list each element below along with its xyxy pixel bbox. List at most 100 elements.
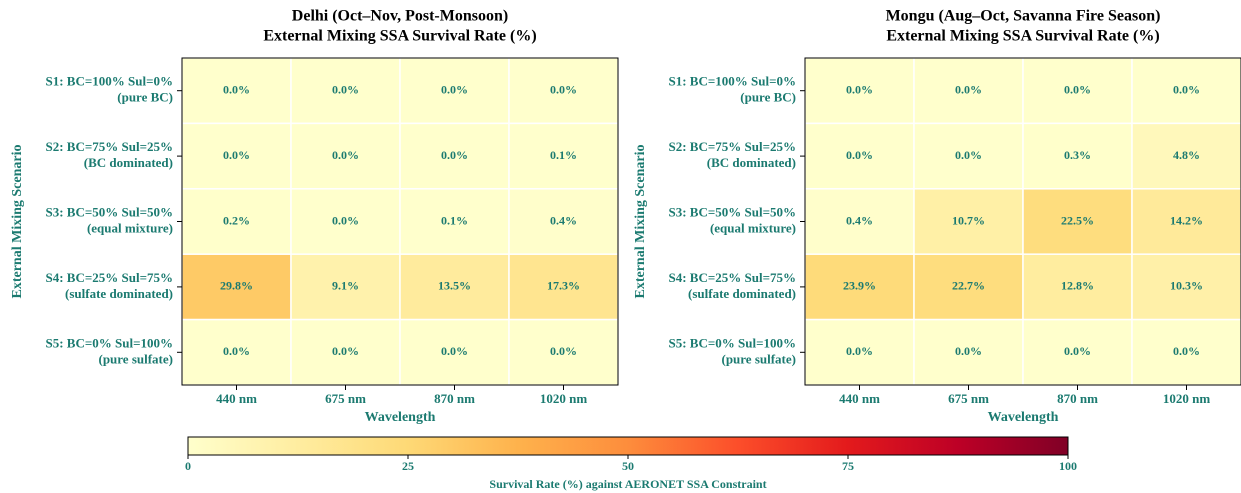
colorbar-tick-label: 50	[622, 459, 634, 473]
y-tick-label: (equal mixture)	[710, 220, 796, 235]
heatmap-cell	[1022, 122, 1133, 190]
y-tick-label: (sulfate dominated)	[688, 286, 796, 301]
colorbar-tick-label: 75	[842, 459, 854, 473]
cell-label: 10.7%	[952, 213, 985, 227]
heatmap-cell	[804, 188, 915, 255]
y-axis-label: External Mixing Scenario	[10, 145, 25, 299]
cell-label: 0.0%	[223, 148, 250, 162]
heatmap-cell	[913, 253, 1024, 321]
heatmap-cell	[804, 253, 915, 321]
x-axis-label: Wavelength	[365, 410, 436, 425]
y-tick-label: S5: BC=0% Sul=100%	[45, 335, 173, 350]
heatmap-cell	[508, 253, 619, 321]
colorbar-tick-label: 0	[185, 459, 191, 473]
y-tick-label: S3: BC=50% Sul=50%	[45, 204, 173, 219]
cell-label: 0.0%	[332, 82, 359, 96]
y-tick-label: S2: BC=75% Sul=25%	[668, 139, 796, 154]
y-tick-label: S3: BC=50% Sul=50%	[668, 204, 796, 219]
cell-label: 0.0%	[550, 344, 577, 358]
y-tick-label: S4: BC=25% Sul=75%	[45, 270, 173, 285]
heatmap-cell	[1022, 188, 1133, 255]
cell-label: 0.0%	[1173, 82, 1200, 96]
cell-label: 0.0%	[332, 213, 359, 227]
cell-label: 0.0%	[846, 344, 873, 358]
cell-label: 22.7%	[952, 279, 985, 293]
cell-label: 14.2%	[1170, 213, 1203, 227]
cell-label: 0.4%	[846, 213, 873, 227]
heatmap-cell	[181, 57, 292, 125]
cell-label: 13.5%	[438, 279, 471, 293]
heatmap-cell	[508, 318, 619, 386]
y-tick-label: S4: BC=25% Sul=75%	[668, 270, 796, 285]
y-axis-label: External Mixing Scenario	[633, 145, 648, 299]
y-tick-label: (BC dominated)	[707, 155, 796, 170]
colorbar-tick-label: 100	[1059, 459, 1077, 473]
x-tick-label: 675 nm	[325, 391, 366, 406]
x-tick-label: 440 nm	[216, 391, 257, 406]
cell-label: 0.2%	[223, 213, 250, 227]
x-tick-label: 1020 nm	[540, 391, 587, 406]
cell-label: 0.0%	[1064, 82, 1091, 96]
cell-label: 0.0%	[1064, 344, 1091, 358]
cell-label: 0.0%	[441, 344, 468, 358]
cell-label: 29.8%	[220, 279, 253, 293]
cell-label: 12.8%	[1061, 279, 1094, 293]
cell-label: 17.3%	[547, 279, 580, 293]
x-tick-label: 440 nm	[839, 391, 880, 406]
cell-label: 0.0%	[441, 148, 468, 162]
y-tick-label: S2: BC=75% Sul=25%	[45, 139, 173, 154]
cell-label: 10.3%	[1170, 279, 1203, 293]
cell-label: 22.5%	[1061, 213, 1094, 227]
y-tick-label: (pure sulfate)	[98, 351, 173, 366]
heatmap-cell	[508, 188, 619, 255]
cell-label: 4.8%	[1173, 148, 1200, 162]
cell-label: 9.1%	[332, 279, 359, 293]
chart-title: External Mixing SSA Survival Rate (%)	[886, 28, 1159, 45]
cell-label: 0.0%	[332, 148, 359, 162]
cell-label: 0.0%	[550, 82, 577, 96]
heatmap-cell	[913, 318, 1024, 386]
y-tick-label: (pure BC)	[117, 90, 173, 105]
heatmap-cell	[1131, 318, 1241, 386]
cell-label: 0.0%	[955, 344, 982, 358]
chart-title: Delhi (Oct–Nov, Post-Monsoon)	[292, 8, 508, 25]
y-tick-label: (pure sulfate)	[721, 351, 796, 366]
cell-label: 0.0%	[223, 82, 250, 96]
y-tick-label: (sulfate dominated)	[65, 286, 173, 301]
x-tick-label: 1020 nm	[1163, 391, 1210, 406]
cell-label: 0.1%	[550, 148, 577, 162]
heatmap-cell	[804, 122, 915, 190]
cell-label: 0.3%	[1064, 148, 1091, 162]
cell-label: 23.9%	[843, 279, 876, 293]
heatmap-cell	[913, 57, 1024, 125]
heatmap-cell	[1131, 253, 1241, 321]
colorbar	[187, 436, 1069, 456]
y-tick-label: S1: BC=100% Sul=0%	[45, 74, 173, 89]
x-axis-label: Wavelength	[988, 410, 1059, 425]
heatmap-cell	[290, 57, 401, 125]
heatmap-cell	[913, 188, 1024, 255]
x-tick-label: 870 nm	[1057, 391, 1098, 406]
cell-label: 0.4%	[550, 213, 577, 227]
cell-label: 0.0%	[955, 148, 982, 162]
heatmap-cell	[290, 253, 401, 321]
y-tick-label: (equal mixture)	[87, 220, 173, 235]
chart-title: External Mixing SSA Survival Rate (%)	[263, 28, 536, 45]
cell-label: 0.0%	[846, 148, 873, 162]
y-tick-label: S5: BC=0% Sul=100%	[668, 335, 796, 350]
heatmap-cell	[1131, 122, 1241, 190]
cell-label: 0.1%	[441, 213, 468, 227]
colorbar-label: Survival Rate (%) against AERONET SSA Co…	[489, 477, 766, 491]
heatmap-cell	[290, 318, 401, 386]
y-tick-label: (pure BC)	[740, 90, 796, 105]
y-tick-label: (BC dominated)	[84, 155, 173, 170]
x-tick-label: 675 nm	[948, 391, 989, 406]
cell-label: 0.0%	[441, 82, 468, 96]
cell-label: 0.0%	[1173, 344, 1200, 358]
heatmap-cell	[399, 318, 510, 386]
cell-label: 0.0%	[223, 344, 250, 358]
chart-title: Mongu (Aug–Oct, Savanna Fire Season)	[886, 8, 1161, 25]
cell-label: 0.0%	[332, 344, 359, 358]
heatmap-cell	[508, 122, 619, 190]
